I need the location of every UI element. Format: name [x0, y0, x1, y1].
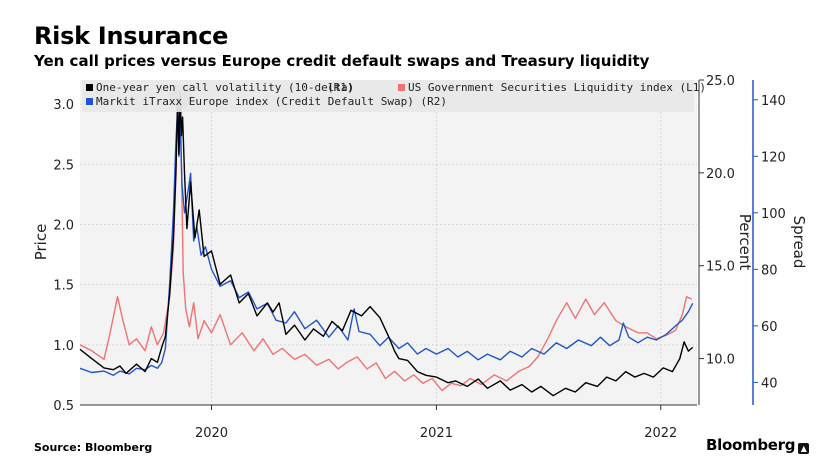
l1-tick-label-3: 2.0	[53, 218, 74, 233]
axes-layer: 2020 2021 2022 0.5 1.0 1.5 2.0 2.5 3.0 Price 10.0 1…	[32, 74, 808, 441]
l1-axis-title: Price	[32, 224, 50, 261]
l1-tick-label-2: 1.5	[53, 279, 74, 294]
r2-tick-label-5: 140	[761, 94, 786, 109]
r2-tick-label-3: 100	[761, 207, 786, 222]
x-tick-label-2: 2022	[644, 426, 677, 441]
brand-logo: Bloomberg ▲	[706, 436, 810, 454]
l1-tick-label-1: 1.0	[53, 339, 74, 354]
legend-swatch-2	[86, 98, 93, 105]
legend-box	[82, 80, 694, 112]
r1-tick-label-0: 10.0	[706, 353, 735, 368]
l1-tick-label-5: 3.0	[53, 98, 74, 113]
r1-tick-label-1: 15.0	[706, 260, 735, 275]
x-tick-label-0: 2020	[195, 426, 228, 441]
legend-label-2: Markit iTraxx Europe index (Credit Defau…	[96, 95, 447, 108]
legend-label-1: US Government Securities Liquidity index…	[408, 81, 706, 94]
chart-title: Risk Insurance	[34, 22, 229, 50]
r2-tick-label-2: 80	[761, 263, 778, 278]
r1-tick-label-3: 25.0	[706, 74, 735, 89]
r2-tick-label-4: 120	[761, 150, 786, 165]
source-note: Source: Bloomberg	[34, 441, 153, 454]
legend-label-0: One-year yen call volatility (10-delta)	[96, 81, 354, 94]
x-tick-label-1: 2021	[420, 426, 453, 441]
legend-swatch-0	[86, 84, 93, 91]
r1-tick-label-2: 20.0	[706, 167, 735, 182]
legend-swatch-1	[398, 84, 405, 91]
series-layer	[79, 91, 694, 397]
chart-subtitle: Yen call prices versus Europe credit def…	[34, 52, 650, 70]
l1-tick-label-0: 0.5	[53, 399, 74, 414]
legend: One-year yen call volatility (10-delta)(…	[82, 80, 706, 112]
brand-name: Bloomberg	[706, 436, 796, 454]
r2-tick-label-0: 40	[761, 376, 778, 391]
r2-tick-label-1: 60	[761, 320, 778, 335]
series-line-0	[79, 92, 694, 397]
r1-axis-title: Percent	[736, 214, 754, 271]
l1-tick-label-4: 2.5	[53, 158, 74, 173]
brand-square-icon: ▲	[798, 443, 810, 454]
series-line-2	[79, 104, 694, 376]
legend-axis-tag-0: (R1)	[327, 81, 354, 94]
r2-axis-title: Spread	[790, 216, 808, 269]
